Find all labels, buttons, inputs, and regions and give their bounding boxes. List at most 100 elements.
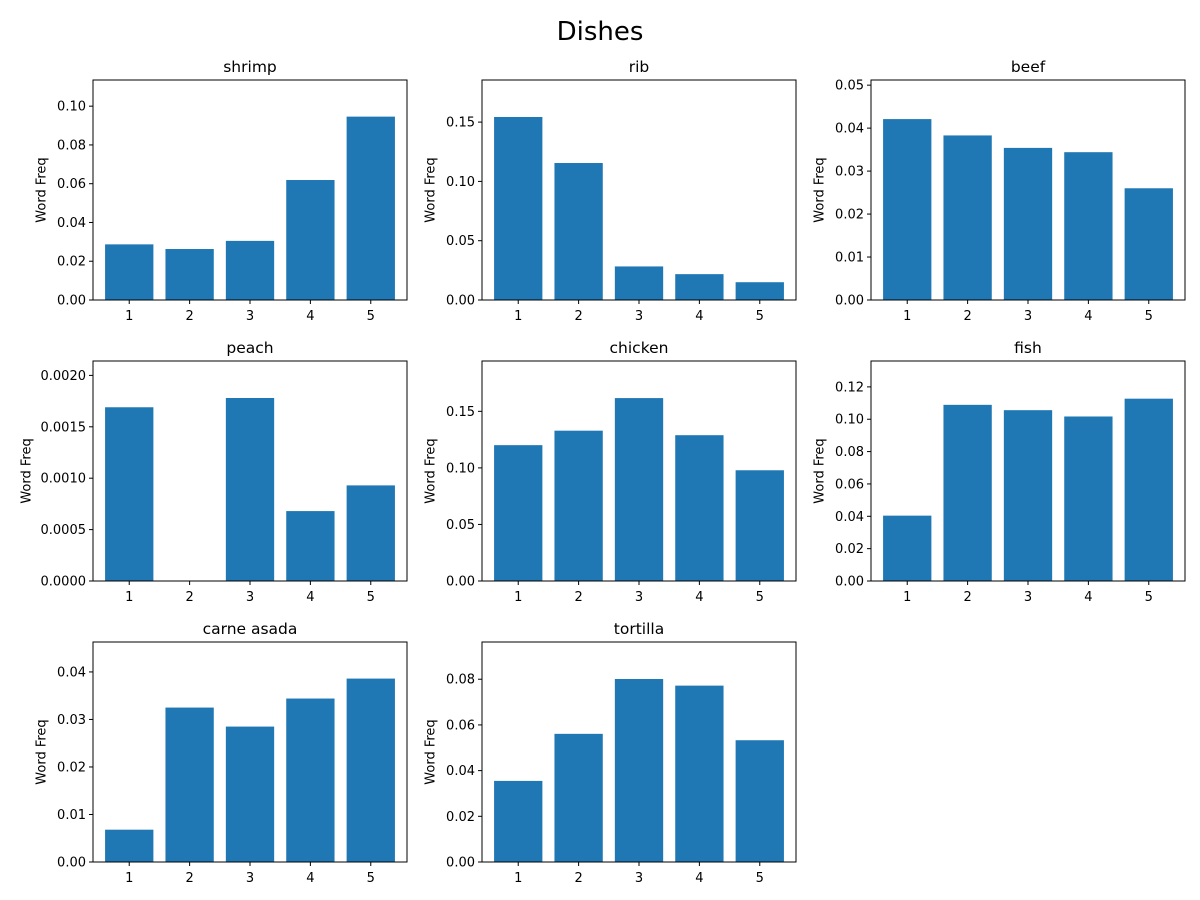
panel-chicken: 0.00 0.05 0.10 0.15 1 2 3 4 5 chicken Word Freq [424, 339, 797, 605]
x-tick-label-shrimp: 1 [125, 309, 133, 324]
x-tick-label-rib: 5 [756, 309, 764, 324]
x-tick-label-peach: 5 [367, 590, 375, 605]
bar-tortilla-3 [614, 679, 664, 862]
x-tick-label-beef: 1 [903, 309, 911, 324]
panel-title-carne-asada: carne asada [203, 620, 298, 638]
x-tick-label-tortilla: 3 [635, 871, 643, 886]
bar-peach-5 [346, 485, 395, 581]
bar-beef-4 [1064, 152, 1113, 300]
y-tick-label-fish: 0.06 [835, 477, 864, 492]
y-tick-label-shrimp: 0.02 [57, 255, 86, 270]
y-tick-label-peach: 0.0005 [41, 523, 87, 538]
x-tick-label-peach: 2 [185, 590, 193, 605]
y-tick-label-chicken: 0.15 [446, 405, 475, 420]
y-tick-label-rib: 0.10 [446, 175, 475, 190]
bar-chicken-1 [494, 445, 543, 581]
x-tick-label-carne-asada: 2 [185, 871, 193, 886]
bar-fish-4 [1064, 416, 1113, 581]
panel-title-tortilla: tortilla [614, 620, 664, 638]
x-tick-label-tortilla: 4 [695, 871, 703, 886]
y-axis-label-tortilla: Word Freq [424, 719, 439, 784]
bar-beef-3 [1003, 147, 1053, 300]
y-tick-label-peach: 0.0015 [41, 420, 87, 435]
x-tick-label-chicken: 2 [574, 590, 582, 605]
bar-shrimp-3 [225, 240, 275, 300]
bar-fish-5 [1124, 398, 1173, 581]
bar-rib-5 [735, 282, 784, 300]
bar-peach-1 [105, 407, 154, 581]
x-tick-label-tortilla: 1 [514, 871, 522, 886]
bar-carne-asada-5 [346, 678, 395, 862]
bar-peach-3 [225, 398, 275, 581]
x-tick-label-peach: 4 [306, 590, 314, 605]
panel-title-peach: peach [226, 339, 273, 357]
y-tick-label-carne-asada: 0.03 [57, 713, 86, 728]
bar-shrimp-2 [165, 249, 214, 300]
panel-title-rib: rib [629, 58, 650, 76]
y-tick-label-fish: 0.10 [835, 413, 864, 428]
x-tick-label-fish: 1 [903, 590, 911, 605]
y-tick-label-carne-asada: 0.00 [57, 856, 86, 871]
y-axis-label-rib: Word Freq [424, 157, 439, 222]
y-tick-label-shrimp: 0.00 [57, 294, 86, 309]
y-tick-label-beef: 0.02 [835, 208, 864, 223]
panel-peach: 0.0000 0.0005 0.0010 0.0015 0.0020 1 2 3 4 5 peach… [19, 339, 408, 605]
y-tick-label-fish: 0.00 [835, 575, 864, 590]
x-tick-label-fish: 5 [1145, 590, 1153, 605]
x-tick-label-shrimp: 2 [185, 309, 193, 324]
bar-chicken-5 [735, 470, 784, 581]
y-tick-label-fish: 0.04 [835, 510, 864, 525]
bar-rib-1 [494, 117, 543, 300]
panel-tortilla: 0.00 0.02 0.04 0.06 0.08 1 2 3 4 5 tortilla Word Fr… [424, 620, 797, 886]
y-tick-label-shrimp: 0.08 [57, 138, 86, 153]
y-tick-label-tortilla: 0.08 [446, 673, 475, 688]
panel-title-fish: fish [1014, 339, 1042, 357]
bar-chicken-2 [554, 430, 603, 581]
x-tick-label-fish: 3 [1024, 590, 1032, 605]
y-axis-label-peach: Word Freq [19, 438, 34, 503]
panel-fish: 0.00 0.02 0.04 0.06 0.08 0.10 0.12 1 2 3 4 5 fish Wor… [813, 339, 1186, 605]
panel-title-chicken: chicken [610, 339, 669, 357]
x-tick-label-rib: 3 [635, 309, 643, 324]
x-tick-label-tortilla: 2 [574, 871, 582, 886]
y-axis-label-chicken: Word Freq [424, 438, 439, 503]
y-tick-label-beef: 0.03 [835, 165, 864, 180]
y-tick-label-chicken: 0.05 [446, 518, 475, 533]
y-axis-label-shrimp: Word Freq [35, 157, 50, 222]
bar-chicken-3 [614, 398, 664, 581]
x-tick-label-beef: 5 [1145, 309, 1153, 324]
panel-title-beef: beef [1011, 58, 1046, 76]
x-tick-label-chicken: 4 [695, 590, 703, 605]
x-tick-label-shrimp: 4 [306, 309, 314, 324]
figure-title: Dishes [557, 17, 644, 47]
bar-fish-2 [943, 404, 992, 581]
x-tick-label-chicken: 1 [514, 590, 522, 605]
bar-rib-4 [675, 274, 724, 300]
bar-carne-asada-4 [286, 698, 335, 862]
bar-shrimp-5 [346, 116, 395, 300]
x-tick-label-beef: 2 [963, 309, 971, 324]
x-tick-label-rib: 1 [514, 309, 522, 324]
y-tick-label-beef: 0.04 [835, 122, 864, 137]
y-tick-label-chicken: 0.10 [446, 461, 475, 476]
y-tick-label-fish: 0.12 [835, 380, 864, 395]
bar-shrimp-1 [105, 244, 154, 300]
y-tick-label-rib: 0.00 [446, 294, 475, 309]
bar-tortilla-1 [494, 780, 543, 862]
bar-shrimp-4 [286, 180, 335, 300]
bar-beef-5 [1124, 188, 1173, 300]
y-tick-label-shrimp: 0.04 [57, 216, 86, 231]
y-tick-label-carne-asada: 0.02 [57, 760, 86, 775]
y-tick-label-fish: 0.08 [835, 445, 864, 460]
bar-beef-1 [883, 119, 932, 300]
bar-carne-asada-1 [105, 829, 154, 862]
panel-shrimp: 0.00 0.02 0.04 0.06 0.08 0.10 1 2 3 4 5 shrimp Word … [35, 58, 408, 324]
x-tick-label-shrimp: 5 [367, 309, 375, 324]
x-tick-label-carne-asada: 4 [306, 871, 314, 886]
x-tick-label-chicken: 5 [756, 590, 764, 605]
y-tick-label-tortilla: 0.02 [446, 810, 475, 825]
y-tick-label-shrimp: 0.06 [57, 177, 86, 192]
y-axis-label-beef: Word Freq [813, 157, 828, 222]
x-tick-label-fish: 4 [1084, 590, 1092, 605]
panel-carne-asada: 0.00 0.01 0.02 0.03 0.04 1 2 3 4 5 carne asada Word… [35, 620, 408, 886]
